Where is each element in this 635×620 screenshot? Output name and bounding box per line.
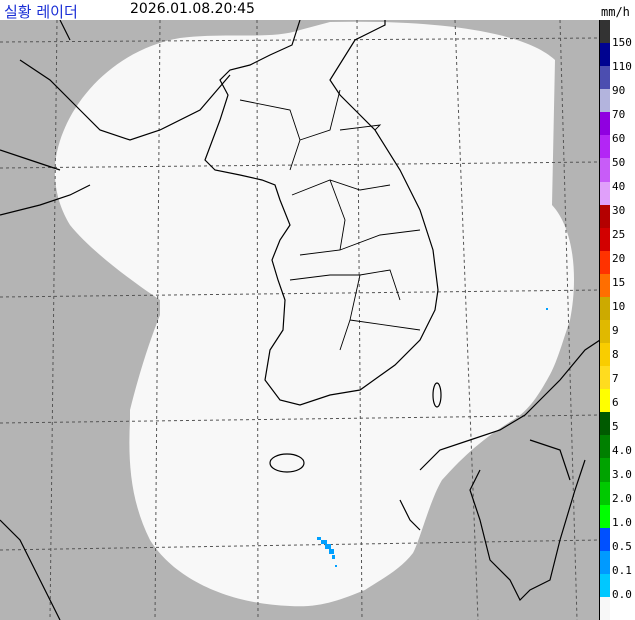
legend-color-swatch xyxy=(600,20,610,44)
legend-label: 70 xyxy=(612,108,626,121)
echo-cell xyxy=(329,549,334,554)
legend-label: 0.0 xyxy=(612,587,632,601)
radar-map[interactable] xyxy=(0,20,600,620)
legend-label: 30 xyxy=(612,203,626,217)
legend-color-swatch xyxy=(600,204,610,229)
legend-color-swatch xyxy=(600,343,610,368)
legend-label: 60 xyxy=(612,131,626,145)
radar-coverage-area xyxy=(54,21,575,607)
legend-color-swatch xyxy=(600,596,610,620)
precipitation-echoes xyxy=(317,308,548,567)
legend-color-swatch xyxy=(600,366,610,391)
legend-label: 110 xyxy=(612,60,632,74)
legend-label: 150 xyxy=(612,36,632,50)
legend-label: 8 xyxy=(612,347,619,361)
legend-color-swatch xyxy=(600,43,610,68)
legend-color-swatch xyxy=(600,504,610,529)
legend-label: 6 xyxy=(612,395,619,409)
legend-label: 0.5 xyxy=(612,539,632,553)
legend-color-swatch xyxy=(600,273,610,298)
legend-color-swatch xyxy=(600,89,610,114)
echo-cell xyxy=(325,544,331,549)
legend-color-swatch xyxy=(600,112,610,137)
timestamp: 2026.01.08.20:45 xyxy=(130,1,255,17)
page-title: 실황 레이더 xyxy=(4,3,78,21)
legend-color-swatch xyxy=(600,320,610,344)
legend-label: 2.0 xyxy=(612,491,632,505)
legend-label: 7 xyxy=(612,371,619,385)
legend-label: 20 xyxy=(612,251,626,265)
echo-cell xyxy=(317,537,321,540)
legend-label: 90 xyxy=(612,84,626,98)
japan-kyushu-coast xyxy=(0,339,600,620)
echo-cell xyxy=(332,555,335,559)
precipitation-legend xyxy=(599,20,611,620)
legend-label: 1.0 xyxy=(612,515,632,529)
echo-cell xyxy=(546,308,548,310)
echo-cell xyxy=(335,565,337,567)
legend-label: 15 xyxy=(612,275,626,289)
legend-label: 10 xyxy=(612,299,626,313)
legend-label: 3.0 xyxy=(612,467,632,481)
legend-label: 5 xyxy=(612,419,619,433)
ulleung-island xyxy=(432,382,442,408)
north-china-coast xyxy=(0,20,231,216)
korea-peninsula-outline xyxy=(204,20,439,406)
lat-lon-grid xyxy=(0,20,600,620)
jeju-island xyxy=(269,453,305,473)
coastlines xyxy=(0,20,600,620)
legend-color-swatch xyxy=(600,227,610,252)
legend-color-swatch xyxy=(600,412,610,437)
legend-label: 40 xyxy=(612,179,626,193)
legend-label: 0.1 xyxy=(612,563,632,577)
legend-color-swatch xyxy=(600,435,610,460)
legend-color-swatch xyxy=(600,250,610,275)
legend-color-swatch xyxy=(600,158,610,183)
echo-cell xyxy=(321,540,327,544)
legend-color-swatch xyxy=(600,296,610,321)
legend-unit: mm/h xyxy=(601,5,630,19)
legend-color-swatch xyxy=(600,481,610,506)
legend-color-swatch xyxy=(600,135,610,160)
legend-label: 50 xyxy=(612,155,626,169)
legend-label: 25 xyxy=(612,227,626,241)
legend-label: 9 xyxy=(612,323,619,337)
legend-color-swatch xyxy=(600,66,610,91)
legend-color-swatch xyxy=(600,389,610,414)
legend-color-swatch xyxy=(600,458,610,483)
legend-color-swatch xyxy=(600,527,610,552)
legend-color-swatch xyxy=(600,550,610,575)
legend-color-swatch xyxy=(600,573,610,598)
legend-color-swatch xyxy=(600,181,610,206)
legend-label: 4.0 xyxy=(612,443,632,457)
province-borders xyxy=(239,89,421,351)
